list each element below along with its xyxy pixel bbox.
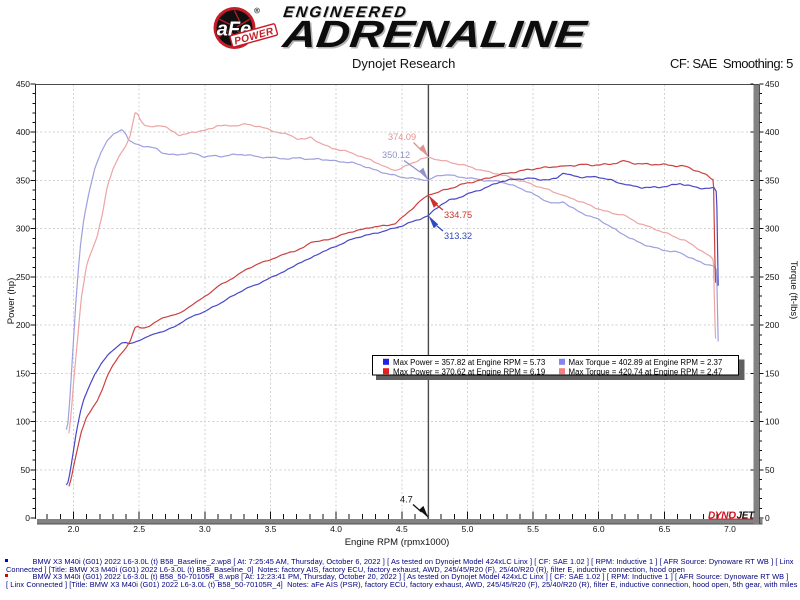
svg-text:313.32: 313.32 bbox=[444, 231, 472, 241]
svg-text:300: 300 bbox=[765, 224, 779, 234]
svg-text:450: 450 bbox=[16, 79, 30, 89]
svg-text:200: 200 bbox=[765, 320, 779, 330]
svg-text:50: 50 bbox=[765, 465, 775, 475]
svg-text:5.0: 5.0 bbox=[461, 524, 473, 534]
svg-text:0: 0 bbox=[765, 513, 770, 523]
svg-text:6.5: 6.5 bbox=[658, 524, 670, 534]
svg-text:400: 400 bbox=[16, 127, 30, 137]
svg-text:Max Torque = 420.74 at Engine: Max Torque = 420.74 at Engine RPM = 2.47 bbox=[569, 367, 723, 376]
svg-text:7.0: 7.0 bbox=[724, 524, 736, 534]
svg-text:Max Power = 370.62 at Engine R: Max Power = 370.62 at Engine RPM = 6.19 bbox=[393, 367, 546, 376]
svg-text:100: 100 bbox=[16, 417, 30, 427]
svg-text:250: 250 bbox=[16, 272, 30, 282]
svg-text:Max Power = 357.82 at Engine R: Max Power = 357.82 at Engine RPM = 5.73 bbox=[393, 358, 546, 367]
svg-text:Engine RPM (rpmx1000): Engine RPM (rpmx1000) bbox=[345, 537, 450, 548]
svg-text:4.7: 4.7 bbox=[400, 495, 413, 505]
svg-text:350: 350 bbox=[16, 176, 30, 186]
svg-text:0: 0 bbox=[25, 513, 30, 523]
svg-text:4.5: 4.5 bbox=[396, 524, 408, 534]
svg-text:350.12: 350.12 bbox=[382, 150, 410, 160]
svg-text:2.0: 2.0 bbox=[68, 524, 80, 534]
svg-text:250: 250 bbox=[765, 272, 779, 282]
svg-text:Power (hp): Power (hp) bbox=[6, 278, 17, 324]
svg-text:5.5: 5.5 bbox=[527, 524, 539, 534]
svg-text:200: 200 bbox=[16, 320, 30, 330]
svg-text:Torque (ft-lbs): Torque (ft-lbs) bbox=[788, 261, 799, 320]
svg-text:150: 150 bbox=[16, 368, 30, 378]
svg-text:150: 150 bbox=[765, 368, 779, 378]
svg-text:3.0: 3.0 bbox=[199, 524, 211, 534]
svg-text:Max Torque = 402.89 at Engine: Max Torque = 402.89 at Engine RPM = 2.37 bbox=[569, 358, 723, 367]
svg-text:4.0: 4.0 bbox=[330, 524, 342, 534]
svg-text:374.09: 374.09 bbox=[388, 132, 416, 142]
svg-text:3.5: 3.5 bbox=[265, 524, 277, 534]
svg-text:6.0: 6.0 bbox=[593, 524, 605, 534]
svg-text:400: 400 bbox=[765, 127, 779, 137]
svg-text:R: R bbox=[255, 8, 258, 13]
svg-text:300: 300 bbox=[16, 224, 30, 234]
svg-text:2.5: 2.5 bbox=[133, 524, 145, 534]
svg-text:334.75: 334.75 bbox=[444, 210, 472, 220]
svg-text:JET: JET bbox=[737, 510, 756, 521]
svg-text:350: 350 bbox=[765, 176, 779, 186]
svg-text:DYNO: DYNO bbox=[708, 510, 736, 521]
svg-text:100: 100 bbox=[765, 417, 779, 427]
svg-text:50: 50 bbox=[21, 465, 31, 475]
svg-text:450: 450 bbox=[765, 79, 779, 89]
